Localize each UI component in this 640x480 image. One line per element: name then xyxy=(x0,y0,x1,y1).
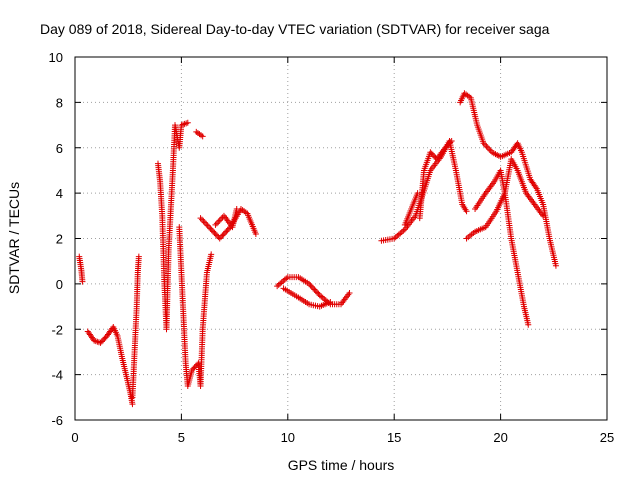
data-point xyxy=(446,140,453,147)
data-point xyxy=(213,220,220,227)
data-point xyxy=(307,282,314,289)
data-point xyxy=(101,335,108,342)
data-point xyxy=(189,367,196,374)
y-tick-label: -6 xyxy=(51,413,63,428)
data-point xyxy=(429,152,436,159)
data-point xyxy=(190,365,197,372)
data-point xyxy=(252,230,259,237)
data-point xyxy=(98,338,105,345)
data-point xyxy=(447,139,454,146)
data-point xyxy=(200,218,207,225)
data-point xyxy=(444,142,451,149)
data-point xyxy=(222,229,229,236)
data-point xyxy=(208,251,215,258)
y-tick-label: 10 xyxy=(49,50,63,65)
data-point xyxy=(540,212,547,219)
data-point xyxy=(181,120,188,127)
data-point xyxy=(224,226,231,233)
x-tick-label: 10 xyxy=(281,430,295,445)
y-tick-label: -4 xyxy=(51,368,63,383)
y-tick-label: 6 xyxy=(56,141,63,156)
data-point xyxy=(208,226,215,233)
data-point xyxy=(206,224,213,231)
data-point xyxy=(184,119,191,126)
data-point xyxy=(310,285,317,292)
data-point xyxy=(79,278,86,285)
data-point xyxy=(327,299,334,306)
data-point xyxy=(135,253,142,260)
data-point xyxy=(427,149,434,156)
chart-title: Day 089 of 2018, Sidereal Day-to-day VTE… xyxy=(40,21,550,37)
data-point xyxy=(219,232,226,239)
x-tick-labels: 0 5 10 15 20 25 xyxy=(71,430,614,445)
data-point xyxy=(552,262,559,269)
data-point xyxy=(414,190,421,197)
y-tick-labels: -6 -4 -2 0 2 4 6 8 10 xyxy=(49,50,63,428)
data-point xyxy=(428,150,435,157)
x-axis-label: GPS time / hours xyxy=(288,457,395,473)
data-point xyxy=(218,215,225,222)
data-point xyxy=(443,143,450,150)
data-point xyxy=(199,133,206,140)
data-point xyxy=(463,208,470,215)
data-point xyxy=(525,321,532,328)
data-point xyxy=(129,401,136,408)
data-point xyxy=(204,222,211,229)
data-point xyxy=(207,225,214,232)
x-tick-label: 20 xyxy=(493,430,507,445)
y-tick-label: -2 xyxy=(51,322,63,337)
data-point xyxy=(315,290,322,297)
data-point xyxy=(448,137,455,144)
data-point xyxy=(223,228,230,235)
data-point xyxy=(226,225,233,232)
x-tick-label: 15 xyxy=(387,430,401,445)
data-point xyxy=(100,337,107,344)
data-point xyxy=(201,219,208,226)
grid-lines xyxy=(75,57,607,420)
x-tick-label: 0 xyxy=(71,430,78,445)
data-point xyxy=(220,231,227,238)
data-point xyxy=(312,287,319,294)
data-point xyxy=(212,231,219,238)
y-tick-label: 0 xyxy=(56,277,63,292)
y-tick-label: 4 xyxy=(56,186,63,201)
data-point xyxy=(192,363,199,370)
data-point xyxy=(311,286,318,293)
data-point xyxy=(431,153,438,160)
data-point xyxy=(210,228,217,235)
data-point xyxy=(212,221,219,228)
data-point xyxy=(197,215,204,222)
axis-ticks xyxy=(74,56,608,421)
data-point xyxy=(308,283,315,290)
data-point xyxy=(211,229,218,236)
x-tick-label: 5 xyxy=(178,430,185,445)
data-point xyxy=(484,144,491,151)
data-point xyxy=(203,221,210,228)
data-point xyxy=(314,289,321,296)
data-point xyxy=(216,235,223,242)
x-tick-label: 25 xyxy=(600,430,614,445)
data-point xyxy=(483,143,490,150)
data-point xyxy=(97,339,104,346)
y-tick-label: 8 xyxy=(56,95,63,110)
data-point xyxy=(198,216,205,223)
data-point xyxy=(306,280,313,287)
data-point xyxy=(216,217,223,224)
data-point xyxy=(233,206,240,213)
y-tick-label: 2 xyxy=(56,232,63,247)
data-point xyxy=(215,218,222,225)
y-axis-label: SDTVAR / TECUs xyxy=(6,182,22,294)
data-point xyxy=(486,146,493,153)
data-point xyxy=(442,144,449,151)
data-point xyxy=(346,289,353,296)
data-points xyxy=(76,90,559,408)
data-point xyxy=(214,232,221,239)
data-point xyxy=(218,234,225,241)
